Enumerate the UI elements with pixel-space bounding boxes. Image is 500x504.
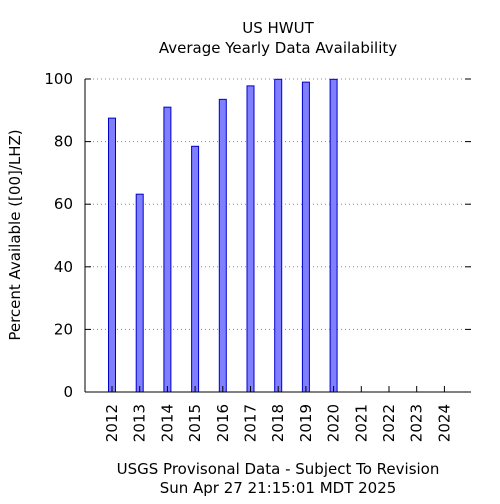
footer-timestamp: Sun Apr 27 21:15:01 MDT 2025 (160, 479, 397, 497)
x-tick-label: 2014 (158, 404, 176, 442)
bar (108, 117, 116, 393)
x-tick-label: 2019 (297, 404, 315, 442)
y-tick-labels: 0 20 40 60 80 100 (44, 70, 471, 401)
y-tick-label: 80 (54, 133, 73, 151)
x-tick-labels: 2012 2013 2014 2015 2016 2017 2018 2019 2020 2021… (103, 386, 453, 442)
y-tick-label: 40 (54, 258, 73, 276)
y-tick-label: 100 (44, 70, 73, 88)
x-tick-label: 2020 (325, 404, 343, 442)
y-axis-label: Percent Available ([00]/LHZ) (6, 129, 24, 340)
y-tick-label: 60 (54, 195, 73, 213)
x-tick-label: 2018 (269, 404, 287, 442)
chart-title: US HWUT (242, 19, 314, 37)
bar (163, 106, 172, 393)
x-tick-label: 2017 (242, 404, 260, 442)
bar (246, 85, 255, 393)
x-tick-label: 2023 (408, 404, 426, 442)
bars (108, 78, 338, 393)
y-tick-label: 0 (63, 383, 73, 401)
x-tick-label: 2015 (186, 404, 204, 442)
x-tick-label: 2012 (103, 404, 121, 442)
x-tick-label: 2024 (435, 404, 453, 442)
x-tick-label: 2022 (380, 404, 398, 442)
chart-subtitle: Average Yearly Data Availability (159, 39, 397, 57)
bar (329, 78, 338, 393)
bar (301, 81, 310, 393)
x-tick-label: 2016 (214, 404, 232, 442)
x-tick-label: 2021 (352, 404, 370, 442)
x-tick-label: 2013 (131, 404, 149, 442)
bar (274, 78, 283, 393)
bar (191, 145, 200, 393)
bar (135, 193, 144, 393)
bar (218, 98, 227, 393)
y-tick-label: 20 (54, 320, 73, 338)
footer-disclaimer: USGS Provisonal Data - Subject To Revisi… (117, 460, 440, 478)
